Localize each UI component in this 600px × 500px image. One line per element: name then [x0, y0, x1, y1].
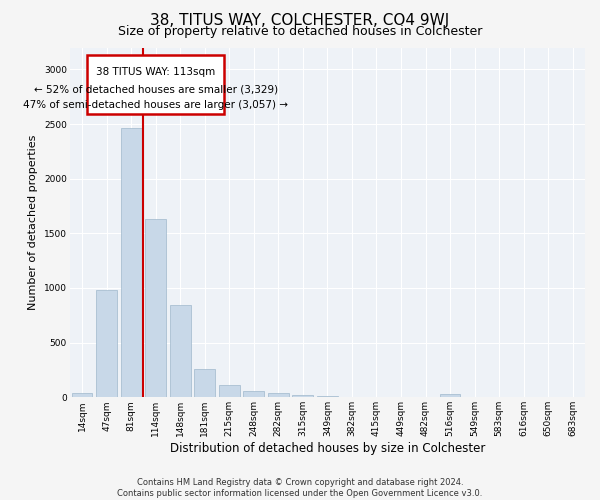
- X-axis label: Distribution of detached houses by size in Colchester: Distribution of detached houses by size …: [170, 442, 485, 455]
- Bar: [244, 392, 264, 398]
- Text: Contains HM Land Registry data © Crown copyright and database right 2024.
Contai: Contains HM Land Registry data © Crown c…: [118, 478, 482, 498]
- Bar: [170, 306, 191, 398]
- Text: 47% of semi-detached houses are larger (3,057) →: 47% of semi-detached houses are larger (…: [23, 100, 289, 110]
- Bar: [292, 395, 313, 398]
- Bar: [121, 128, 142, 398]
- Bar: [268, 394, 289, 398]
- Bar: [440, 394, 460, 398]
- FancyBboxPatch shape: [88, 55, 224, 114]
- Bar: [145, 218, 166, 398]
- Text: Size of property relative to detached houses in Colchester: Size of property relative to detached ho…: [118, 25, 482, 38]
- Bar: [219, 384, 239, 398]
- Bar: [341, 396, 362, 398]
- Bar: [96, 290, 117, 398]
- Text: 38 TITUS WAY: 113sqm: 38 TITUS WAY: 113sqm: [96, 66, 215, 76]
- Text: ← 52% of detached houses are smaller (3,329): ← 52% of detached houses are smaller (3,…: [34, 84, 278, 94]
- Bar: [71, 394, 92, 398]
- Y-axis label: Number of detached properties: Number of detached properties: [28, 134, 38, 310]
- Bar: [317, 396, 338, 398]
- Bar: [194, 370, 215, 398]
- Text: 38, TITUS WAY, COLCHESTER, CO4 9WJ: 38, TITUS WAY, COLCHESTER, CO4 9WJ: [151, 12, 449, 28]
